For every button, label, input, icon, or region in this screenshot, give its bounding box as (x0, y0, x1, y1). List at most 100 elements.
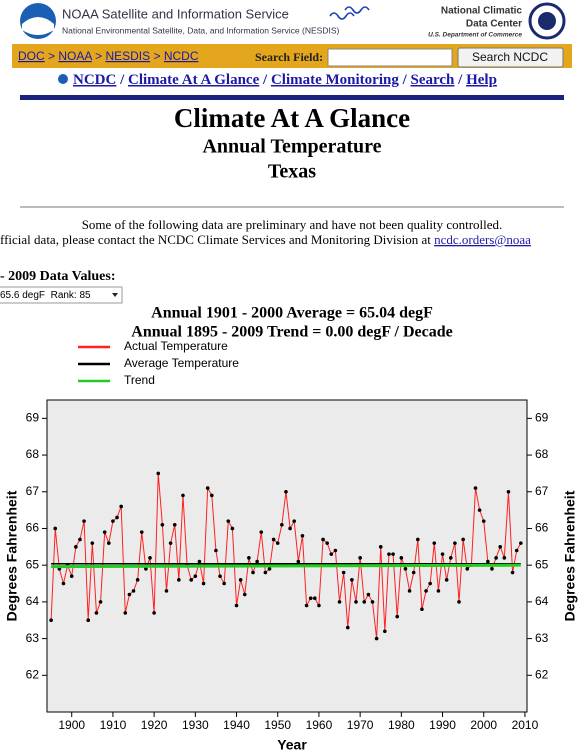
y2-tick-label: 63 (535, 631, 549, 645)
data-point (280, 523, 284, 527)
region: Texas (268, 161, 316, 183)
data-point (111, 519, 115, 523)
data-point (127, 592, 132, 597)
chart-subtitle: Annual 1895 - 2009 Trend = 0.00 degF / D… (131, 324, 452, 341)
x-tick-label: 1960 (306, 718, 333, 732)
data-point (362, 600, 367, 604)
nav-icon (58, 74, 68, 84)
data-point (514, 548, 519, 553)
x-tick-label: 1920 (141, 718, 168, 732)
data-point (148, 556, 152, 560)
y-tick-label: 68 (26, 447, 40, 461)
data-point (321, 537, 325, 542)
x-tick-label: 2000 (470, 718, 497, 732)
doc-seal-center (538, 12, 556, 30)
search-input[interactable] (327, 48, 453, 67)
notice-text: fficial data, please contact the NCDC Cl… (0, 232, 431, 247)
data-point (341, 570, 346, 575)
email-link[interactable]: ncdc.orders@noaa (434, 232, 531, 247)
search-button-label[interactable]: Search NCDC (472, 50, 548, 64)
y-tick-label: 64 (26, 594, 40, 608)
x-tick-label: 1910 (100, 718, 127, 732)
y-tick-label: 66 (26, 521, 40, 535)
data-point (123, 611, 128, 615)
nav-link[interactable]: Help (466, 72, 497, 88)
data-point (238, 578, 243, 582)
nav-separator: / (402, 72, 408, 88)
data-point (354, 600, 358, 604)
nav-link[interactable]: Climate At A Glance (128, 72, 260, 88)
wave-logo (329, 6, 370, 20)
data-point (49, 618, 53, 623)
data-point (152, 611, 156, 615)
search-button[interactable] (457, 47, 564, 68)
data-point (378, 545, 383, 549)
data-point (259, 530, 264, 534)
data-point (370, 600, 375, 604)
breadcrumb-separator: > (48, 49, 55, 63)
legend-label: Actual Temperature (124, 339, 228, 353)
y-axis-label: Degrees Fahrenheit (4, 490, 20, 621)
data-point (366, 592, 371, 597)
breadcrumb-link[interactable]: NESDIS (105, 49, 150, 63)
y2-tick-label: 67 (535, 484, 549, 498)
nav-link[interactable]: Climate Monitoring (271, 72, 399, 88)
nav-link[interactable]: NCDC (73, 72, 116, 88)
data-point (78, 537, 82, 542)
data-values-heading: - 2009 Data Values: (0, 269, 116, 284)
data-point (230, 526, 235, 531)
year-select[interactable] (0, 286, 123, 304)
x-axis-label: Year (277, 737, 307, 753)
data-point (502, 556, 507, 560)
data-point (107, 541, 111, 545)
data-point (465, 567, 470, 571)
plot-area (46, 399, 528, 713)
data-point (160, 523, 165, 527)
data-point (461, 537, 465, 542)
data-point (251, 570, 255, 575)
data-point (90, 541, 95, 545)
data-point (444, 578, 449, 582)
select-arrow (112, 293, 118, 297)
data-point (477, 508, 482, 512)
data-point (313, 596, 317, 601)
data-point (139, 530, 144, 534)
data-point (189, 578, 194, 582)
data-point (490, 567, 494, 571)
data-point (403, 567, 408, 571)
data-point (399, 556, 404, 560)
data-point (304, 603, 309, 608)
data-point (255, 559, 259, 564)
data-point (131, 589, 136, 593)
data-point (247, 556, 251, 560)
breadcrumb-link[interactable]: NOAA (58, 49, 92, 63)
x-tick-label: 1970 (347, 718, 374, 732)
data-point (135, 578, 140, 582)
data-point (481, 519, 486, 523)
data-point (440, 552, 445, 556)
x-tick-label: 1900 (58, 718, 85, 732)
noaa-logo-bird (22, 17, 54, 35)
breadcrumb-link[interactable]: NCDC (164, 49, 199, 63)
y-tick-label: 67 (26, 484, 40, 498)
data-point (271, 537, 276, 542)
y2-tick-label: 64 (535, 594, 549, 608)
data-point (407, 589, 412, 593)
data-point (267, 567, 272, 571)
y-tick-label: 69 (26, 411, 40, 425)
y2-tick-label: 69 (535, 411, 549, 425)
breadcrumb: DOC > NOAA > NESDIS > NCDC (18, 49, 199, 63)
data-point (218, 574, 222, 578)
breadcrumb-link[interactable]: DOC (18, 49, 45, 63)
data-point (308, 596, 313, 601)
data-point (205, 486, 210, 490)
data-point (473, 486, 478, 490)
year-select-value[interactable]: 65.6 degF Rank: 85 (0, 290, 91, 301)
y2-tick-label: 62 (535, 667, 549, 681)
data-point (337, 600, 342, 604)
data-point (82, 519, 86, 523)
nav-link[interactable]: Search (411, 72, 456, 88)
nav-separator: / (457, 72, 463, 88)
x-tick-label: 1940 (223, 718, 250, 732)
